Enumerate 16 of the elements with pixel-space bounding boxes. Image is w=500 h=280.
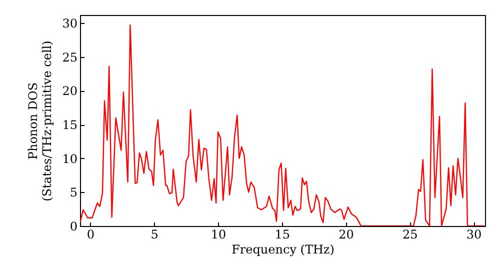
x-tick-label: 25	[402, 228, 418, 242]
y-tick-label: 25	[62, 50, 78, 64]
x-axis-title: Frequency (THz)	[232, 242, 334, 256]
y-tick-label: 30	[62, 16, 78, 31]
y-tick-label: 20	[62, 84, 78, 98]
y-axis-title: Phonon DOS (States/THz·primitive cell)	[26, 40, 54, 202]
x-tick-label: 20	[338, 228, 354, 242]
x-tick-label: 30	[466, 228, 482, 242]
x-tick-label: 10	[210, 228, 226, 242]
y-tick-label: 10	[62, 152, 78, 166]
line-series	[80, 24, 485, 226]
x-tick-label: 0	[86, 228, 95, 242]
y-tick-label: 15	[62, 118, 78, 132]
y-tick-label: 5	[70, 186, 78, 200]
x-tick-label: 5	[150, 228, 158, 242]
x-tick-label: 15	[274, 228, 290, 242]
